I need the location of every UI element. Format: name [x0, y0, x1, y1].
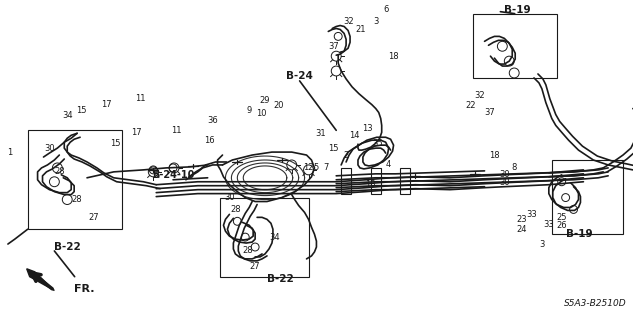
- Text: 3: 3: [373, 17, 378, 26]
- Text: 11: 11: [135, 94, 146, 103]
- Text: 18: 18: [489, 151, 500, 160]
- Bar: [341, 168, 351, 194]
- Text: B-19: B-19: [566, 229, 592, 239]
- Text: FR.: FR.: [74, 284, 95, 293]
- Text: 28: 28: [54, 167, 65, 176]
- Polygon shape: [27, 269, 54, 291]
- Text: 1: 1: [7, 148, 13, 157]
- Text: B-22: B-22: [54, 242, 81, 252]
- Text: B-24: B-24: [286, 71, 313, 81]
- Text: 6: 6: [383, 5, 388, 14]
- Text: 28: 28: [230, 205, 241, 214]
- Text: 33: 33: [527, 210, 538, 219]
- Text: S5A3-B2510D: S5A3-B2510D: [564, 299, 627, 308]
- Text: 17: 17: [102, 100, 112, 109]
- Text: 16: 16: [204, 136, 215, 145]
- Text: 34: 34: [62, 111, 72, 120]
- Text: 36: 36: [207, 116, 218, 125]
- Text: B-22: B-22: [267, 274, 294, 284]
- Text: 12: 12: [303, 163, 314, 172]
- Text: 30: 30: [499, 170, 509, 179]
- Text: 32: 32: [344, 17, 355, 26]
- Text: 37: 37: [484, 108, 495, 117]
- Text: 14: 14: [349, 131, 359, 140]
- Text: 2: 2: [344, 151, 349, 160]
- Text: 11: 11: [171, 126, 181, 135]
- Text: 29: 29: [260, 96, 270, 105]
- Bar: [473, 14, 557, 78]
- Text: 10: 10: [256, 109, 266, 118]
- Text: 20: 20: [274, 101, 284, 110]
- Text: 32: 32: [474, 91, 485, 100]
- Bar: [220, 197, 308, 277]
- Text: 26: 26: [556, 221, 567, 230]
- Text: 24: 24: [517, 225, 527, 234]
- Text: 21: 21: [356, 25, 366, 34]
- Text: 35: 35: [372, 139, 383, 148]
- Text: 31: 31: [315, 129, 326, 138]
- Text: 5: 5: [314, 163, 319, 172]
- Text: 25: 25: [556, 213, 567, 222]
- Text: 17: 17: [131, 128, 142, 137]
- Text: 28: 28: [72, 195, 83, 204]
- Text: 30: 30: [224, 193, 235, 202]
- Text: 18: 18: [365, 180, 376, 189]
- Text: 28: 28: [242, 247, 253, 256]
- Text: B-19: B-19: [504, 5, 531, 15]
- Text: 15: 15: [76, 106, 86, 115]
- Text: B-24-10: B-24-10: [152, 170, 194, 180]
- Text: 15: 15: [328, 144, 339, 152]
- Bar: [371, 168, 381, 194]
- Text: 30: 30: [499, 178, 509, 187]
- Text: 27: 27: [250, 262, 260, 271]
- Text: 34: 34: [269, 233, 280, 241]
- Text: 15: 15: [111, 139, 121, 148]
- Text: 33: 33: [543, 220, 554, 229]
- Bar: [401, 168, 410, 194]
- Text: 8: 8: [511, 163, 517, 172]
- Text: 23: 23: [517, 215, 527, 224]
- Text: 27: 27: [88, 213, 99, 222]
- Text: 22: 22: [465, 101, 476, 110]
- Text: 4: 4: [386, 160, 391, 169]
- Text: 37: 37: [328, 42, 339, 51]
- Text: 9: 9: [246, 106, 252, 115]
- Text: 18: 18: [388, 52, 399, 61]
- Text: 30: 30: [44, 144, 55, 152]
- Text: 7: 7: [324, 163, 329, 172]
- Text: 13: 13: [362, 124, 373, 133]
- Text: 3: 3: [540, 240, 545, 249]
- Bar: [552, 160, 623, 234]
- Bar: [28, 130, 122, 229]
